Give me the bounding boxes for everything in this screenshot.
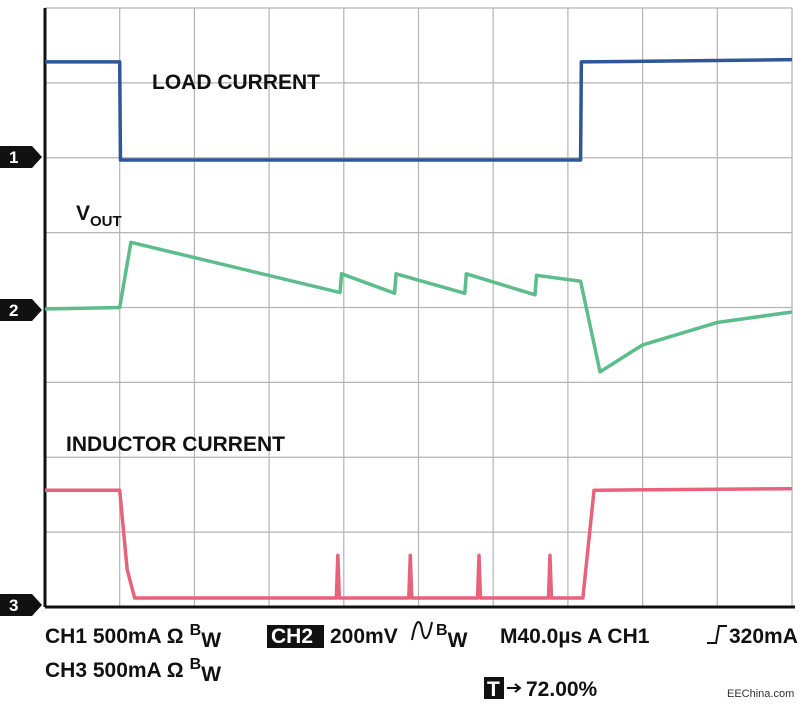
marker-label: 3 <box>9 596 18 615</box>
ch1-text: CH1 500mA Ω <box>45 625 184 648</box>
marker-label: 2 <box>9 301 18 320</box>
ch2-bw: BW <box>436 622 468 652</box>
ch1-setting: CH1 500mA Ω BW <box>45 622 221 652</box>
ch2-setting: 200mV <box>330 625 398 648</box>
trigger-position: 72.00% <box>526 678 598 701</box>
trace-label: LOAD CURRENT <box>152 71 320 94</box>
marker-label: 1 <box>9 148 18 167</box>
watermark: EEChina.com <box>727 688 794 700</box>
trace-label: INDUCTOR CURRENT <box>66 433 285 456</box>
status-bar: CH1 500mA Ω BW CH2 200mV BW M40.0µs A CH1… <box>45 621 798 701</box>
ac-coupling-icon <box>411 621 433 641</box>
trigger-box <box>484 677 504 699</box>
trace <box>45 486 793 600</box>
marker-shape <box>0 594 42 616</box>
marker-shape <box>0 146 42 168</box>
trigger-arrow <box>507 683 522 693</box>
trigger-level: 320mA <box>729 625 798 648</box>
trace-label: VOUT <box>76 202 122 230</box>
trace-label-sub: OUT <box>90 213 122 230</box>
marker-shape <box>0 299 42 321</box>
trigger-box-text: T <box>487 678 500 701</box>
bw-w: W <box>201 663 221 686</box>
trace <box>45 57 793 162</box>
channel-marker: 1 2 3 <box>0 146 42 616</box>
bw-w: W <box>201 629 221 652</box>
bw-b: B <box>190 656 202 673</box>
traces <box>44 57 793 600</box>
bw-w: W <box>448 629 468 652</box>
ch2-box <box>267 625 324 648</box>
bw-b: B <box>190 622 202 639</box>
trace <box>44 240 793 374</box>
bw-b: B <box>436 622 448 639</box>
timebase: M40.0µs A CH1 <box>500 625 650 648</box>
grid <box>44 7 793 608</box>
ch3-setting: CH3 500mA Ω BW <box>45 656 221 686</box>
trigger-slope-icon <box>707 625 727 644</box>
ch3-text: CH3 500mA Ω <box>45 659 184 682</box>
ch2-box-text: CH2 <box>271 625 313 648</box>
trace-label-main: V <box>76 202 90 225</box>
